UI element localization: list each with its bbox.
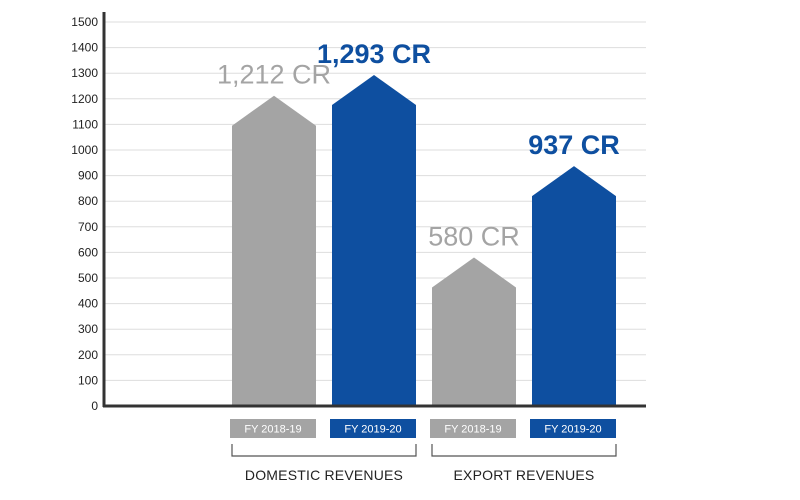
y-tick-label: 400 xyxy=(78,297,98,311)
group-bracket xyxy=(431,444,617,457)
bar-export-fy2019-20 xyxy=(532,166,616,406)
data-labels: 1,212 CR 580 CR 1,293 CR 937 CR xyxy=(217,39,620,252)
y-tick-label: 300 xyxy=(78,322,98,336)
group-bracket xyxy=(231,444,417,457)
bar-domestic-fy2018-19 xyxy=(232,95,316,406)
series-pill-label: FY 2019-20 xyxy=(544,424,601,436)
y-tick-label: 600 xyxy=(78,245,98,259)
series-pill-label: FY 2019-20 xyxy=(344,424,401,436)
bar-export-fy2018-19 xyxy=(432,257,516,406)
y-tick-label: 900 xyxy=(78,169,98,183)
group-label: EXPORT REVENUES xyxy=(454,467,595,483)
category-pills: FY 2018-19 FY 2018-19 FY 2019-20 FY 2019-20 xyxy=(230,419,616,438)
bar-value-label: 1,212 CR xyxy=(217,60,331,90)
y-tick-label: 100 xyxy=(78,373,98,387)
group-label: DOMESTIC REVENUES xyxy=(245,467,403,483)
series-pill-label: FY 2018-19 xyxy=(444,424,501,436)
bar-value-label: 937 CR xyxy=(528,130,620,160)
bar-domestic-fy2019-20 xyxy=(332,74,416,406)
series-pill xyxy=(330,419,416,438)
series-pill xyxy=(430,419,516,438)
bar-value-label: 1,293 CR xyxy=(317,39,431,69)
bar-value-label: 580 CR xyxy=(428,222,520,252)
y-tick-label: 700 xyxy=(78,220,98,234)
y-tick-label: 1100 xyxy=(72,117,98,131)
y-tick-label: 0 xyxy=(91,399,98,413)
bars xyxy=(232,74,616,406)
y-tick-label: 800 xyxy=(78,194,98,208)
y-tick-label: 1200 xyxy=(71,92,98,106)
y-tick-label: 1300 xyxy=(71,66,98,80)
y-tick-label: 200 xyxy=(78,348,98,362)
series-pill xyxy=(230,419,316,438)
y-tick-label: 1400 xyxy=(71,41,98,55)
series-pill-label: FY 2018-19 xyxy=(244,424,301,436)
series-pill xyxy=(530,419,616,438)
y-tick-label: 1000 xyxy=(71,143,98,157)
y-axis-ticks: 0 100 200 300 400 500 600 700 800 900 1000 1100 1200… xyxy=(71,15,98,413)
y-tick-label: 500 xyxy=(78,271,98,285)
y-tick-label: 1500 xyxy=(71,15,98,29)
group-brackets: DOMESTIC REVENUES EXPORT REVENUES xyxy=(231,444,617,483)
